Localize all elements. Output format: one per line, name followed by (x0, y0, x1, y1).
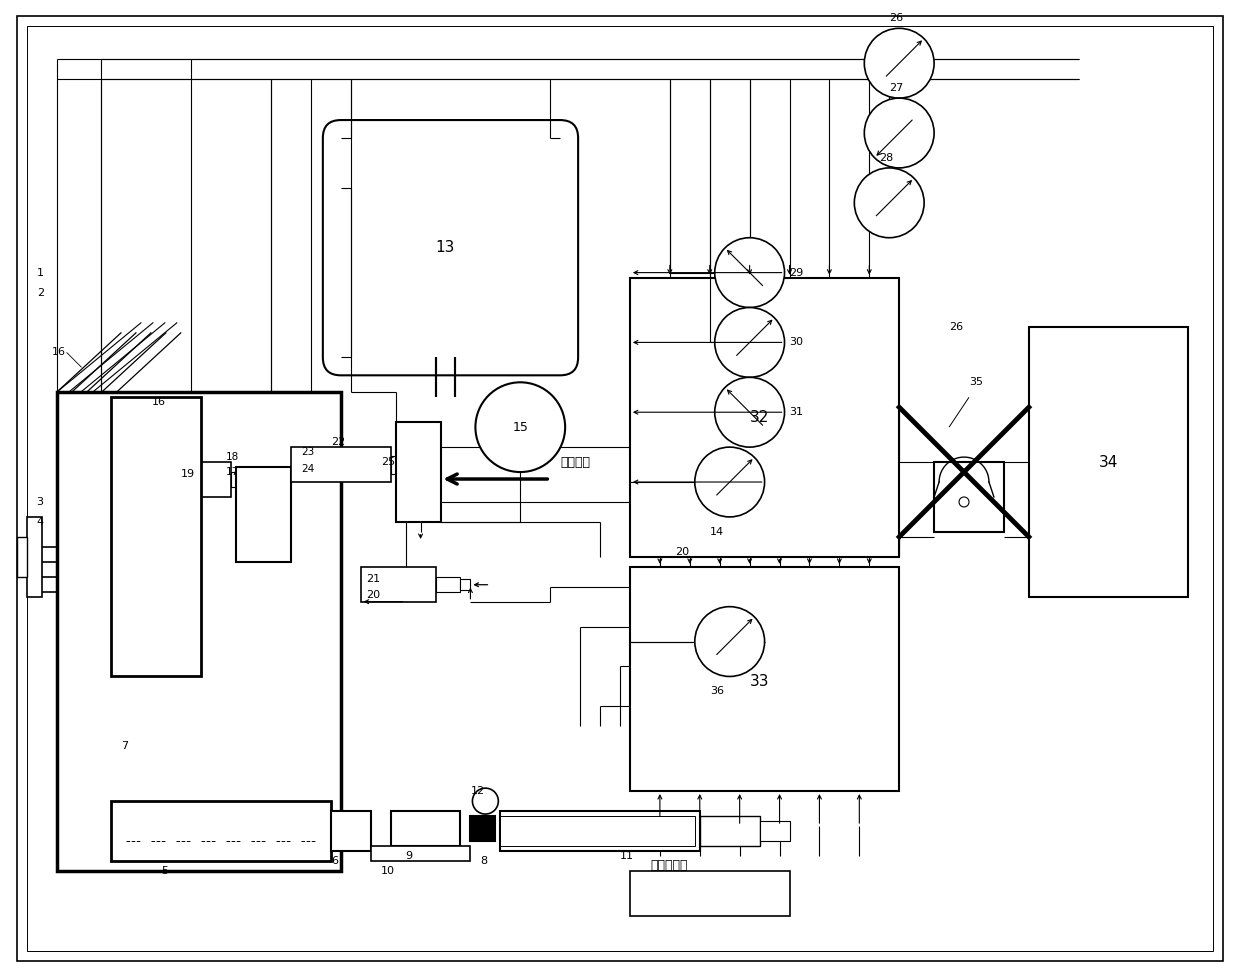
Bar (156, 462, 231, 497)
Circle shape (714, 237, 785, 308)
Bar (1029, 327, 1188, 597)
Bar (760, 821, 790, 841)
Bar (630, 277, 899, 557)
Text: 18: 18 (226, 452, 239, 462)
Text: 36: 36 (709, 687, 724, 697)
Bar (255, 474, 267, 485)
Text: 19: 19 (181, 469, 196, 479)
Circle shape (694, 607, 765, 676)
Bar (501, 811, 699, 851)
Text: 1: 1 (37, 268, 43, 277)
Text: 20: 20 (675, 547, 689, 557)
Text: 10: 10 (381, 866, 394, 876)
Bar (236, 467, 291, 562)
Text: 3: 3 (37, 497, 43, 507)
Text: 4: 4 (37, 517, 43, 527)
Text: 26: 26 (889, 14, 904, 23)
Bar (371, 846, 470, 861)
Text: 22: 22 (331, 437, 345, 447)
Circle shape (714, 377, 785, 447)
Text: 30: 30 (790, 337, 804, 348)
Text: 21: 21 (366, 573, 379, 583)
Bar (27, 517, 42, 597)
Bar (420, 459, 435, 471)
Circle shape (864, 98, 934, 168)
Bar (934, 462, 1004, 531)
Text: 5: 5 (161, 866, 169, 876)
Text: 16: 16 (151, 398, 165, 407)
Text: 6: 6 (331, 856, 337, 866)
Bar (291, 447, 391, 482)
Text: 9: 9 (405, 851, 413, 861)
Bar (112, 398, 201, 676)
Circle shape (694, 447, 765, 517)
Bar (231, 472, 255, 487)
Text: 35: 35 (968, 377, 983, 387)
Text: 31: 31 (790, 407, 804, 417)
Text: 11: 11 (620, 851, 634, 861)
Text: 压铸机信号: 压铸机信号 (650, 860, 687, 872)
Text: 23: 23 (301, 447, 314, 457)
Bar (396, 422, 440, 522)
Text: 16: 16 (52, 348, 66, 358)
Circle shape (472, 788, 498, 814)
Bar (391, 811, 460, 846)
Bar (630, 567, 899, 791)
Text: 27: 27 (889, 83, 904, 93)
Bar (460, 578, 470, 590)
Circle shape (475, 382, 565, 472)
Bar (391, 456, 420, 474)
Bar (112, 801, 331, 861)
Text: 20: 20 (366, 590, 379, 600)
Circle shape (864, 28, 934, 98)
Bar (699, 816, 760, 846)
Bar (57, 393, 341, 871)
Text: 32: 32 (750, 409, 769, 425)
Bar (501, 816, 694, 846)
Text: 28: 28 (879, 153, 894, 163)
Circle shape (959, 497, 968, 507)
Bar (331, 811, 371, 851)
Text: 8: 8 (480, 856, 487, 866)
Text: 7: 7 (122, 742, 129, 751)
Bar (630, 871, 790, 915)
Text: 24: 24 (301, 464, 314, 474)
Bar (435, 576, 460, 592)
Text: 33: 33 (750, 674, 769, 689)
Text: 15: 15 (512, 421, 528, 434)
Text: 液压压力: 液压压力 (560, 455, 590, 469)
Circle shape (854, 168, 924, 237)
Bar (470, 816, 495, 841)
Text: 26: 26 (949, 322, 963, 332)
Bar (16, 537, 27, 576)
Text: 13: 13 (435, 240, 455, 255)
Text: 12: 12 (470, 786, 485, 796)
Text: 25: 25 (381, 457, 394, 467)
Text: 2: 2 (37, 287, 43, 298)
Text: 29: 29 (790, 268, 804, 277)
Text: 14: 14 (709, 527, 724, 537)
Bar (361, 567, 435, 602)
Circle shape (714, 308, 785, 377)
FancyBboxPatch shape (322, 120, 578, 375)
Text: 34: 34 (1099, 454, 1118, 470)
Text: 17: 17 (226, 467, 239, 477)
